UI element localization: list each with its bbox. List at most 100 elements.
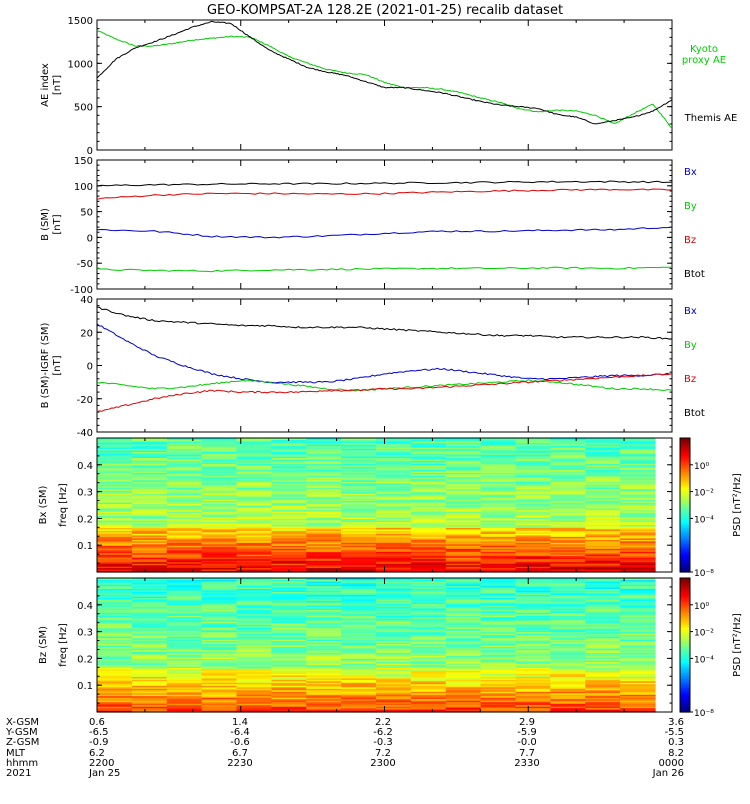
legend-bz: Bz (684, 235, 696, 246)
panel-5-cell (585, 707, 621, 710)
panel-4-cell (341, 476, 377, 479)
panel-5-cell (166, 662, 203, 665)
panel-5-cell (480, 645, 517, 648)
panel-4-cell (166, 513, 203, 516)
panel-5-cell (585, 668, 621, 671)
panel-5-cell (166, 685, 203, 688)
panel-4-cell (445, 487, 482, 490)
panel-5-cell (410, 618, 447, 621)
panel-5-cell (376, 689, 412, 692)
panel-4-cell (480, 530, 517, 533)
panel-4-cell (585, 536, 621, 539)
panel-4-cell (166, 441, 203, 444)
panel-5-cell (97, 659, 133, 662)
panel-4-cell (236, 484, 272, 487)
panel-5-cell (166, 615, 203, 618)
panel-4-cell (236, 490, 272, 493)
panel-2-ytick-label: -100 (70, 285, 93, 296)
panel-4-cell (236, 463, 272, 466)
panel-4-cell (166, 569, 203, 572)
panel-5-cell (97, 667, 133, 670)
panel-4-cell (271, 493, 307, 496)
panel-5-cell (480, 665, 517, 668)
panel-5-cell (271, 639, 307, 642)
panel-4-cell (341, 548, 377, 551)
panel-4-cell (480, 566, 517, 569)
panel-4-cell (585, 469, 621, 472)
panel-5-cell (97, 643, 133, 646)
panel-4-cell (97, 503, 133, 506)
panel-5-cell (306, 685, 342, 688)
panel-4-colorbar-segment (680, 473, 690, 477)
panel-5-cell (201, 594, 238, 597)
panel-4-cell (550, 521, 586, 524)
panel-5-cell (271, 615, 307, 618)
panel-4-cell (410, 438, 447, 441)
ephemeris-value: 1.4 (232, 717, 248, 728)
panel-5-cell (376, 642, 412, 645)
panel-5-cell (306, 618, 342, 621)
panel-5-cell (410, 627, 447, 630)
panel-4-cell (341, 511, 377, 514)
panel-4-cell (306, 463, 342, 466)
panel-4-cell (550, 530, 586, 533)
panel-5-cell (201, 579, 238, 582)
panel-4-cell (550, 505, 586, 508)
panel-5-cell (201, 698, 238, 701)
panel-5-cell (550, 604, 586, 607)
panel-4-cell (410, 543, 447, 546)
panel-4-cell (166, 502, 203, 505)
panel-5-colorbar-segment (680, 696, 690, 700)
panel-4-cell (445, 473, 482, 476)
panel-5-cell (97, 664, 133, 667)
panel-5-cell (410, 609, 447, 612)
panel-4-cell (306, 455, 342, 458)
panel-5-colorbar-segment (680, 642, 690, 646)
panel-4-cell (97, 524, 133, 527)
panel-4-cell (620, 485, 656, 488)
panel-4-cell (166, 518, 203, 521)
panel-5-cell (515, 665, 551, 668)
panel-5-colorbar-segment (680, 678, 690, 682)
panel-5-cell (271, 589, 307, 592)
panel-4-cell (376, 488, 412, 491)
panel-4-cell (585, 464, 621, 467)
panel-5-cell (166, 671, 203, 674)
panel-4-cell (166, 496, 203, 499)
panel-5-cell (376, 661, 412, 664)
panel-4-cell (515, 469, 551, 472)
panel-5-cell (201, 639, 238, 642)
panel-4-cell (515, 457, 551, 460)
panel-4-cell (341, 545, 377, 548)
panel-5-cell (515, 704, 551, 707)
panel-4-colorbar-segment (680, 462, 690, 466)
panel-4-cell (445, 494, 482, 497)
panel-5-cell (271, 586, 307, 589)
panel-5-cell (620, 581, 656, 584)
panel-5-cell (620, 595, 656, 598)
panel-4-colorbar-segment (680, 440, 690, 443)
panel-5-cell (166, 597, 203, 600)
panel-4-cell (620, 555, 656, 558)
panel-4-cell (480, 490, 517, 493)
panel-5-cell (445, 589, 482, 592)
panel-4-cell (376, 444, 412, 447)
panel-5-cell (166, 604, 203, 607)
panel-4-cell (376, 503, 412, 506)
panel-4-cell (166, 487, 203, 490)
panel-4-cell (341, 445, 377, 448)
panel-4-cell (97, 512, 133, 515)
panel-4-cell (515, 460, 551, 463)
panel-5-cell (341, 671, 377, 674)
panel-4-cell (271, 464, 307, 467)
panel-4-cell (620, 566, 656, 569)
panel-5-cell (97, 639, 133, 642)
panel-4-cell (585, 506, 621, 509)
panel-4-cell (271, 502, 307, 505)
panel-4-cell (376, 496, 412, 499)
panel-5-cell (550, 662, 586, 665)
panel-5-cell (480, 639, 517, 642)
panel-4-cell (341, 546, 377, 549)
panel-5-cell (97, 612, 133, 615)
panel-5-cell (550, 673, 586, 676)
